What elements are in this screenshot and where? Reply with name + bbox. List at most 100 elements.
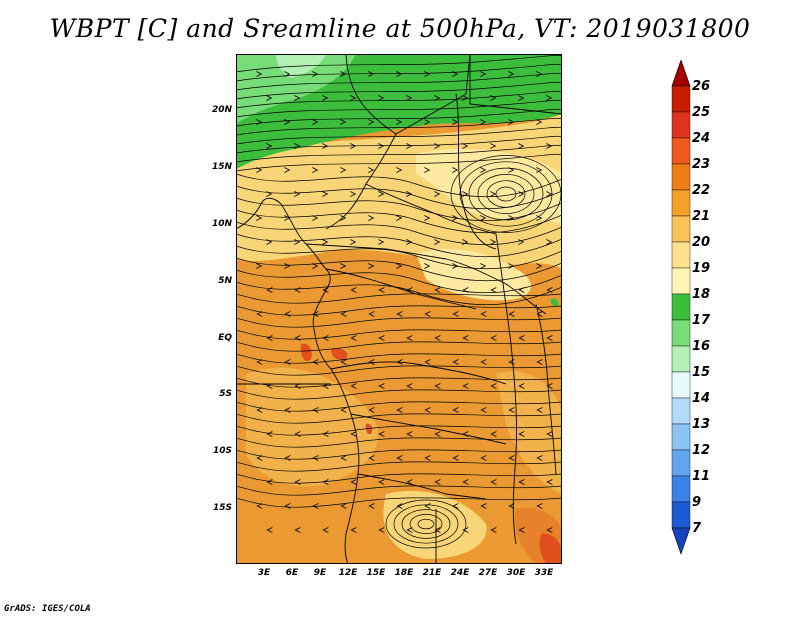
colorbar-label: 16 bbox=[692, 339, 711, 354]
streamline-arrowhead bbox=[480, 407, 487, 413]
streamline bbox=[236, 257, 562, 282]
colorbar-cap-bottom bbox=[671, 527, 691, 555]
streamline bbox=[236, 293, 562, 304]
streamline-arrowhead bbox=[284, 215, 291, 221]
streamline-arrowhead bbox=[396, 455, 403, 461]
streamline bbox=[236, 63, 562, 82]
wbpt-hotspot-2 bbox=[331, 348, 348, 360]
y-tick-label: 15S bbox=[212, 503, 232, 513]
streamline bbox=[236, 485, 562, 496]
streamline-arrowhead bbox=[490, 143, 497, 149]
x-tick-label: 3E bbox=[257, 568, 271, 578]
colorbar-swatch bbox=[671, 475, 691, 503]
streamline-arrowhead bbox=[490, 383, 497, 389]
colorbar-swatch bbox=[671, 423, 691, 451]
streamline-arrowhead bbox=[340, 119, 347, 125]
streamline-arrowhead bbox=[378, 479, 385, 485]
streamline bbox=[236, 329, 562, 340]
streamline-arrowhead bbox=[452, 311, 459, 317]
y-tick-label: EQ bbox=[218, 333, 232, 343]
streamline-arrowhead bbox=[424, 167, 431, 173]
streamline-arrowhead bbox=[368, 311, 375, 317]
streamline-arrowhead bbox=[480, 359, 487, 365]
streamline-arrowhead bbox=[294, 527, 301, 533]
streamline-arrowhead bbox=[462, 95, 469, 101]
colorbar-label: 21 bbox=[692, 209, 711, 224]
streamline bbox=[236, 81, 562, 100]
streamline bbox=[236, 473, 562, 484]
streamline bbox=[236, 185, 562, 210]
streamline-arrowhead bbox=[434, 527, 441, 533]
streamline bbox=[236, 389, 562, 400]
streamline-arrowhead bbox=[434, 95, 441, 101]
y-tick-label: 20N bbox=[211, 105, 232, 115]
wbpt-band-16-17 bbox=[236, 54, 356, 124]
streamline-arrowhead bbox=[424, 119, 431, 125]
streamline-arrowhead bbox=[490, 527, 497, 533]
streamline-arrowhead bbox=[480, 263, 487, 269]
streamline-arrowhead bbox=[312, 455, 319, 461]
streamline-arrowhead bbox=[350, 191, 357, 197]
streamline-arrowhead bbox=[452, 167, 459, 173]
wbpt-hotspot-3 bbox=[365, 423, 373, 435]
streamline-arrowhead bbox=[294, 95, 301, 101]
colorbar-label: 23 bbox=[692, 157, 711, 172]
x-tick-label: 15E bbox=[366, 568, 386, 578]
streamline-arrowhead bbox=[350, 287, 357, 293]
streamline-arrowhead bbox=[266, 287, 273, 293]
streamline-arrowhead bbox=[396, 311, 403, 317]
streamline bbox=[236, 233, 562, 258]
streamline-arrowhead bbox=[424, 71, 431, 77]
colorbar-label: 11 bbox=[692, 469, 711, 484]
streamline-arrowhead bbox=[266, 479, 273, 485]
streamline-arrowhead bbox=[340, 71, 347, 77]
streamline-arrowhead bbox=[368, 119, 375, 125]
grads-credit: GrADS: IGES/COLA bbox=[4, 604, 91, 614]
streamline bbox=[401, 509, 451, 539]
streamline-arrowhead bbox=[490, 335, 497, 341]
x-tick-label: 24E bbox=[450, 568, 470, 578]
streamline-arrowhead bbox=[434, 239, 441, 245]
streamline-arrowhead bbox=[266, 95, 273, 101]
streamline bbox=[236, 117, 562, 136]
streamline-arrowhead bbox=[294, 239, 301, 245]
streamline-arrowhead bbox=[424, 359, 431, 365]
y-tick-label: 10N bbox=[211, 219, 232, 229]
colorbar-label: 22 bbox=[692, 183, 711, 198]
streamline-arrowhead bbox=[368, 359, 375, 365]
streamline-arrowhead bbox=[452, 455, 459, 461]
streamline bbox=[236, 173, 562, 198]
colorbar-label: 14 bbox=[692, 391, 711, 406]
streamline-arrowhead bbox=[350, 479, 357, 485]
streamline-arrowhead bbox=[434, 143, 441, 149]
streamline-arrowhead bbox=[340, 359, 347, 365]
streamline-arrowhead bbox=[378, 191, 385, 197]
streamline-arrowhead bbox=[462, 143, 469, 149]
streamline-arrowhead bbox=[490, 431, 497, 437]
streamline bbox=[236, 401, 562, 412]
streamline-arrowhead bbox=[312, 119, 319, 125]
streamline-arrowhead bbox=[378, 383, 385, 389]
streamline-arrowhead bbox=[312, 167, 319, 173]
streamline-arrowhead bbox=[424, 455, 431, 461]
streamline-arrowhead bbox=[546, 335, 553, 341]
wbpt-green-spot bbox=[550, 298, 559, 307]
streamline-arrowhead bbox=[546, 287, 553, 293]
streamline-arrowhead bbox=[536, 311, 543, 317]
streamline-arrowhead bbox=[452, 215, 459, 221]
streamline-arrowhead bbox=[546, 383, 553, 389]
streamline bbox=[236, 221, 562, 246]
streamline-arrowhead bbox=[294, 383, 301, 389]
streamline-arrowhead bbox=[378, 335, 385, 341]
streamline bbox=[236, 108, 562, 127]
streamline-arrowhead bbox=[340, 455, 347, 461]
streamline-arrowhead bbox=[536, 455, 543, 461]
x-tick-label: 21E bbox=[422, 568, 442, 578]
x-tick-label: 18E bbox=[394, 568, 414, 578]
streamline-arrowhead bbox=[284, 119, 291, 125]
streamline-arrowhead bbox=[508, 215, 515, 221]
streamline-arrowhead bbox=[462, 335, 469, 341]
wbpt-band-18-19-b bbox=[416, 249, 531, 301]
map-panel bbox=[236, 54, 562, 564]
streamline-arrowhead bbox=[406, 287, 413, 293]
